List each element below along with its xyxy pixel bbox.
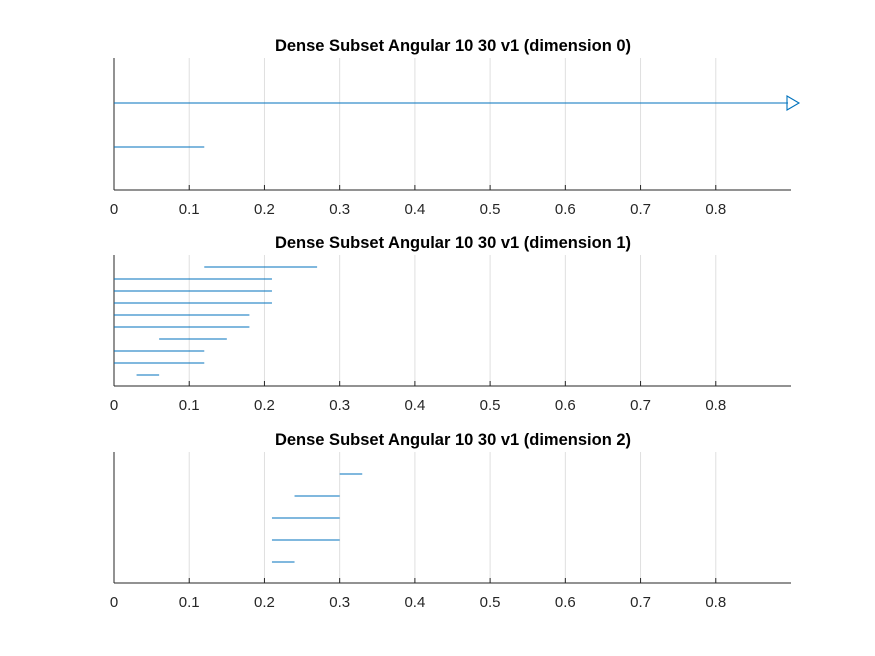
x-tick-label: 0.5: [480, 201, 501, 218]
x-tick-label: 0.1: [179, 397, 200, 414]
x-tick-label: 0.5: [480, 397, 501, 414]
chart-panel-1: Dense Subset Angular 10 30 v1 (dimension…: [110, 234, 791, 414]
chart-title: Dense Subset Angular 10 30 v1 (dimension…: [275, 431, 631, 449]
x-tick-label: 0.7: [630, 594, 651, 611]
x-tick-label: 0.5: [480, 594, 501, 611]
x-tick-label: 0.2: [254, 594, 275, 611]
x-tick-label: 0.6: [555, 201, 576, 218]
chart-title: Dense Subset Angular 10 30 v1 (dimension…: [275, 37, 631, 55]
x-tick-label: 0: [110, 594, 118, 611]
x-tick-label: 0.7: [630, 397, 651, 414]
x-tick-label: 0.8: [705, 594, 726, 611]
x-tick-label: 0: [110, 397, 118, 414]
x-tick-label: 0.6: [555, 594, 576, 611]
x-tick-label: 0.3: [329, 201, 350, 218]
x-tick-label: 0.3: [329, 397, 350, 414]
x-tick-label: 0.8: [705, 397, 726, 414]
x-tick-label: 0.1: [179, 594, 200, 611]
infinite-arrow-marker: [786, 95, 801, 111]
x-tick-label: 0.7: [630, 201, 651, 218]
x-tick-label: 0.8: [705, 201, 726, 218]
chart-panel-0: Dense Subset Angular 10 30 v1 (dimension…: [110, 37, 801, 218]
x-tick-label: 0.4: [404, 594, 425, 611]
x-tick-label: 0.4: [404, 201, 425, 218]
x-tick-label: 0.2: [254, 397, 275, 414]
chart-panel-2: Dense Subset Angular 10 30 v1 (dimension…: [110, 431, 791, 611]
x-tick-label: 0.2: [254, 201, 275, 218]
x-tick-label: 0.1: [179, 201, 200, 218]
x-tick-label: 0.6: [555, 397, 576, 414]
x-tick-label: 0.3: [329, 594, 350, 611]
x-tick-label: 0: [110, 201, 118, 218]
x-tick-label: 0.4: [404, 397, 425, 414]
chart-title: Dense Subset Angular 10 30 v1 (dimension…: [275, 234, 631, 252]
